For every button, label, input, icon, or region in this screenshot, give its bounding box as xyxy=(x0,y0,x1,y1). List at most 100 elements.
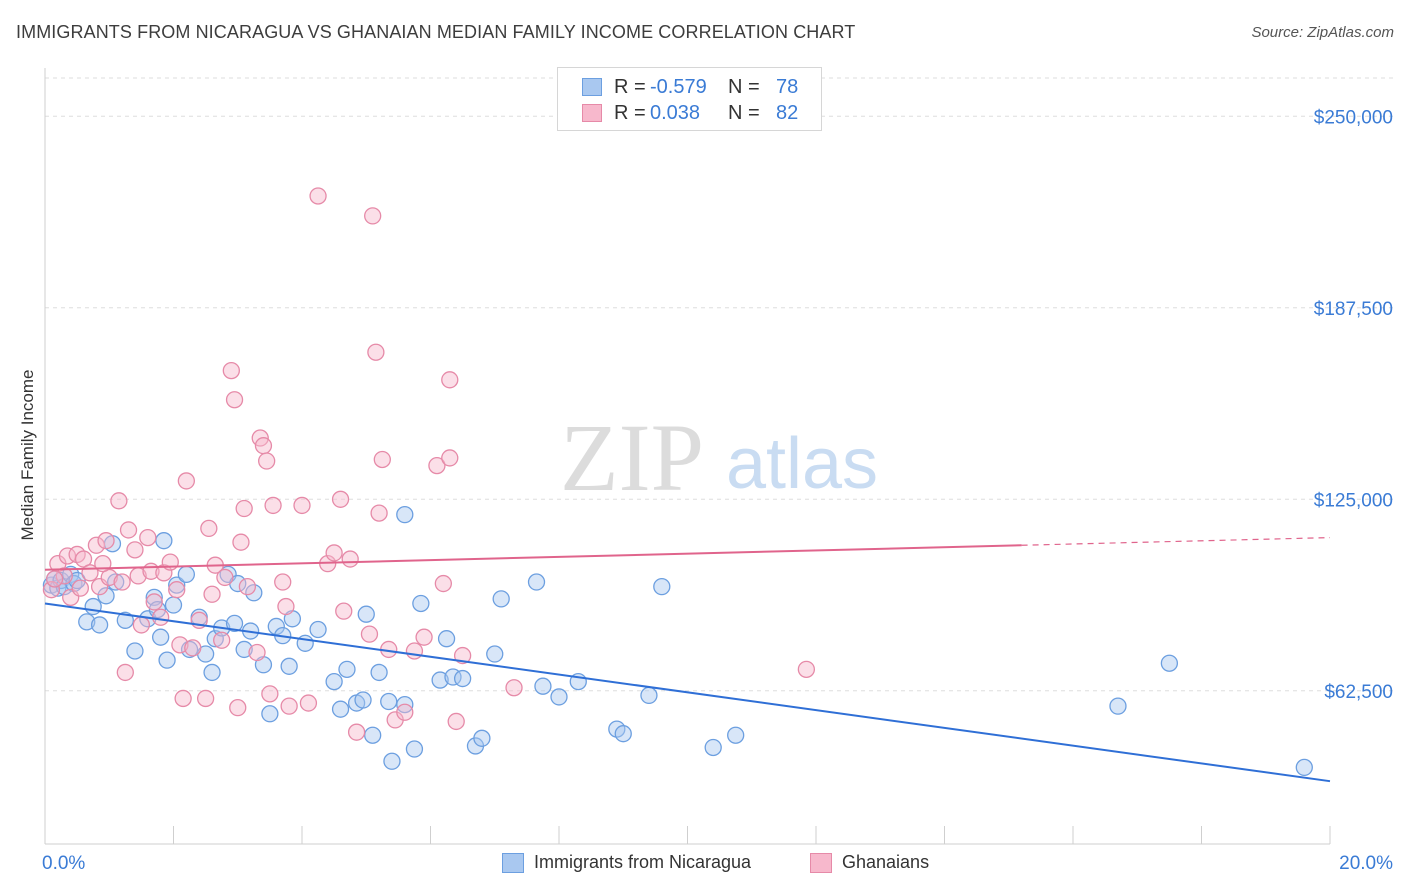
ghanaian-point xyxy=(254,437,273,455)
r-label: R = xyxy=(614,101,646,124)
ghanaian-point xyxy=(42,581,61,599)
n-label: N = xyxy=(728,101,760,124)
nicaragua-point xyxy=(727,726,745,744)
data-points xyxy=(42,187,1313,777)
source-label: Source: ZipAtlas.com xyxy=(1251,24,1394,41)
stats-legend-row-nicaragua: R = -0.579 N = 78 xyxy=(582,75,798,99)
nicaragua-point xyxy=(206,630,224,648)
nicaragua-point xyxy=(84,597,102,616)
nicaragua-point xyxy=(364,726,382,744)
nicaragua-point xyxy=(155,532,173,550)
ghanaian-point xyxy=(434,574,453,593)
ghanaian-point xyxy=(360,625,379,643)
legend-label-ghanaians: Ghanaians xyxy=(842,852,930,872)
legend-item-ghanaians[interactable]: Ghanaians xyxy=(810,852,929,873)
nicaragua-point xyxy=(534,677,552,695)
legend-label-nicaragua: Immigrants from Nicaragua xyxy=(534,852,752,872)
trend-lines xyxy=(44,537,1331,783)
r-value: -0.579 xyxy=(650,75,707,98)
legend-swatch-nicaragua xyxy=(502,852,524,873)
nicaragua-point xyxy=(225,614,244,633)
ghanaian-point xyxy=(177,472,196,490)
ghanaian-point xyxy=(97,532,115,550)
x-tick-label: 0.0% xyxy=(42,853,85,874)
watermark-zip: ZIP xyxy=(560,404,704,511)
nicaragua-point xyxy=(396,505,414,524)
nicaragua-point xyxy=(453,669,472,688)
ghanaian-point xyxy=(299,694,318,712)
ghanaian-point xyxy=(797,660,816,679)
nicaragua-point xyxy=(62,565,80,584)
legend-swatch-ghanaians xyxy=(582,104,602,122)
ghanaian-point xyxy=(238,577,257,596)
ghanaian-point xyxy=(277,597,295,616)
ghanaian-point xyxy=(110,492,128,510)
n-value: 82 xyxy=(776,101,799,124)
nicaragua-point xyxy=(338,660,356,679)
ghanaian-point xyxy=(200,519,218,538)
ghanaian-point xyxy=(264,496,282,515)
nicaragua-point xyxy=(405,740,424,758)
nicaragua-point xyxy=(168,576,186,594)
ghanaian-point xyxy=(325,544,343,562)
ghanaian-point xyxy=(203,585,221,603)
ghanaian-point xyxy=(341,550,359,568)
ghanaian-point xyxy=(248,643,266,662)
ghanaian-point xyxy=(447,712,465,731)
ghanaian-point xyxy=(261,685,279,703)
nicaragua-point xyxy=(325,672,343,691)
ghanaian-point xyxy=(428,456,446,475)
ghanaian-point xyxy=(168,581,186,599)
ghanaian-point xyxy=(216,568,234,587)
nicaragua-point xyxy=(164,596,183,614)
ghanaian-point xyxy=(373,450,391,469)
ghanaian-point xyxy=(119,521,138,539)
ghanaian-point xyxy=(396,703,414,721)
ghanaian-point xyxy=(347,723,366,741)
ghanaian-point xyxy=(232,533,250,551)
nicaragua-point xyxy=(527,573,546,591)
tick-labels: $62,500 $125,000 $187,500 $250,000 0.0% 20.0% xyxy=(42,107,1393,874)
ghanaian-point xyxy=(367,343,385,361)
nicaragua-point xyxy=(1109,697,1127,715)
watermark: ZIP atlas xyxy=(560,404,878,511)
nicaragua-point xyxy=(177,565,196,584)
nicaragua-point xyxy=(550,688,568,706)
ghanaian-point xyxy=(225,391,244,409)
axes xyxy=(44,68,1331,845)
legend-item-nicaragua[interactable]: Immigrants from Nicaragua xyxy=(502,852,751,873)
grid-lines xyxy=(45,77,1395,692)
nicaragua-point xyxy=(151,628,170,646)
ghanaian-point xyxy=(293,496,311,515)
series-legend: Immigrants from Nicaragua Ghanaians xyxy=(0,852,1406,878)
r-value: 0.038 xyxy=(650,101,701,124)
ghanaian-point xyxy=(335,602,353,620)
n-label: N = xyxy=(728,75,760,98)
nicaragua-point xyxy=(492,590,510,608)
y-tick-label: $62,500 xyxy=(1324,682,1393,703)
ghanaian-point xyxy=(116,663,134,682)
nicaragua-point xyxy=(245,584,263,602)
n-value: 78 xyxy=(776,75,799,98)
chart-title: IMMIGRANTS FROM NICARAGUA VS GHANAIAN ME… xyxy=(16,22,856,42)
ghanaian-point xyxy=(229,699,247,717)
ghanaian-point xyxy=(87,536,106,554)
nicaragua-point xyxy=(357,605,375,623)
watermark-atlas: atlas xyxy=(726,424,878,504)
nicaragua-point xyxy=(280,657,298,675)
ghanaian-point xyxy=(151,608,170,626)
nicaragua-point xyxy=(704,738,722,757)
ghanaian-point xyxy=(222,361,240,380)
nicaragua-point xyxy=(653,577,671,596)
ghanaian-point xyxy=(274,573,292,591)
nicaragua-point xyxy=(1295,758,1313,777)
x-tick-label: 20.0% xyxy=(1339,853,1393,874)
r-label: R = xyxy=(614,75,646,98)
ghanaian-point xyxy=(258,452,276,470)
nicaragua-point xyxy=(412,594,430,613)
y-tick-label: $187,500 xyxy=(1314,299,1393,320)
ghanaian-point xyxy=(441,449,459,467)
ghanaian-point xyxy=(71,579,89,597)
ghanaian-point xyxy=(196,689,215,708)
